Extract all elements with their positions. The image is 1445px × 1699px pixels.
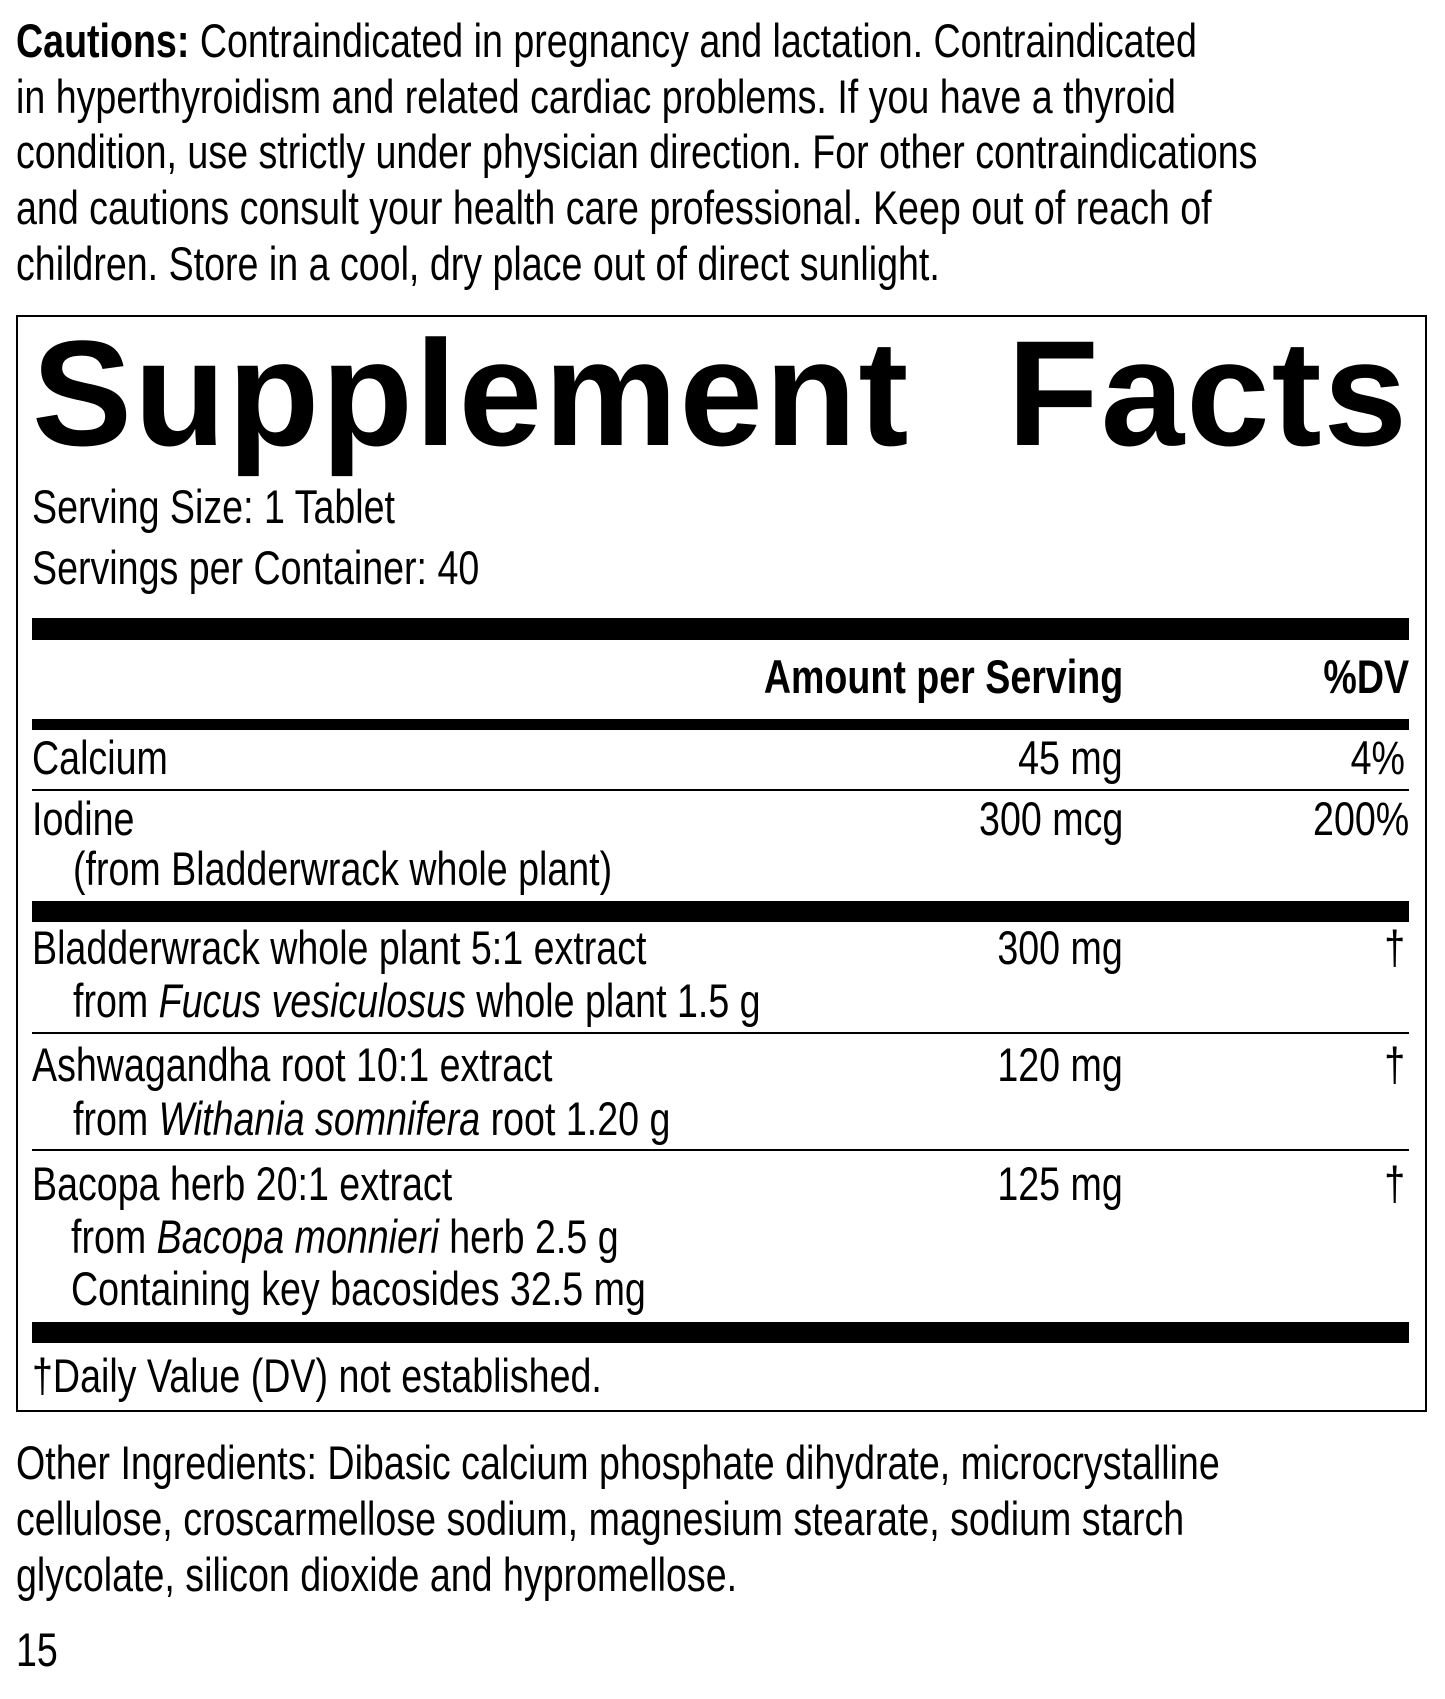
- header-amount: Amount per Serving: [763, 650, 1123, 703]
- nutrient-name: Calcium: [32, 731, 168, 784]
- footnote: †Daily Value (DV) not established.: [32, 1349, 602, 1402]
- ingredient-name: Bladderwrack whole plant 5:1 extract: [32, 921, 647, 974]
- ingredient-source: from Fucus vesiculosus whole plant 1.5 g: [73, 973, 761, 1029]
- latin-name: Withania somnifera: [158, 1092, 481, 1145]
- ingredient-amount: 300 mg: [997, 921, 1123, 974]
- other-ingredients-line: glycolate, silicon dioxide and hypromell…: [16, 1548, 738, 1601]
- nutrient-name: Iodine: [32, 792, 135, 845]
- serving-size: Serving Size: 1 Tablet: [32, 480, 395, 533]
- source-text: herb 2.5 g: [438, 1210, 619, 1263]
- source-text: root 1.20 g: [480, 1092, 671, 1145]
- ingredient-source: from Bacopa monnieri herb 2.5 g: [71, 1209, 619, 1265]
- page-number: 15: [16, 1623, 58, 1676]
- cautions-line: and cautions consult your health care pr…: [16, 181, 1212, 234]
- source-text: from: [73, 1092, 159, 1145]
- ingredient-amount: 120 mg: [997, 1038, 1123, 1091]
- thick-divider: [32, 901, 1409, 922]
- cautions-line: children. Store in a cool, dry place out…: [16, 237, 940, 290]
- thin-divider: [32, 1032, 1409, 1034]
- ingredient-dv: †: [1384, 921, 1405, 974]
- thick-divider: [32, 618, 1409, 640]
- ingredient-constituent: Containing key bacosides 32.5 mg: [71, 1262, 646, 1315]
- ingredient-dv: †: [1384, 1157, 1405, 1210]
- thin-divider: [32, 1149, 1409, 1151]
- cautions-label: Cautions:: [16, 14, 190, 67]
- title-word: Facts: [1007, 309, 1409, 477]
- cautions-line: condition, use strictly under physician …: [16, 125, 1258, 178]
- thin-divider: [32, 789, 1409, 791]
- other-ingredients-line: cellulose, croscarmellose sodium, magnes…: [16, 1492, 1185, 1545]
- ingredient-name: Ashwagandha root 10:1 extract: [32, 1038, 553, 1091]
- supplement-facts-panel: [16, 315, 1427, 1412]
- source-text: from: [71, 1210, 157, 1263]
- nutrient-dv: 200%: [1312, 792, 1409, 845]
- title-word: Supplement: [32, 309, 911, 477]
- latin-name: Bacopa monnieri: [156, 1210, 439, 1263]
- ingredient-source: from Withania somnifera root 1.20 g: [73, 1091, 670, 1147]
- cautions-text: Contraindicated in pregnancy and lactati…: [189, 14, 1197, 67]
- thick-divider: [32, 1322, 1409, 1343]
- medium-divider: [32, 719, 1409, 730]
- nutrient-source: (from Bladderwrack whole plant): [73, 842, 613, 895]
- latin-name: Fucus vesiculosus: [158, 974, 466, 1027]
- nutrient-amount: 300 mcg: [978, 792, 1123, 845]
- cautions-line: Cautions: Contraindicated in pregnancy a…: [16, 13, 1197, 69]
- ingredient-amount: 125 mg: [997, 1157, 1123, 1210]
- facts-title: Supplement Facts: [32, 318, 1409, 468]
- servings-per-container: Servings per Container: 40: [32, 541, 480, 594]
- source-text: from: [73, 974, 159, 1027]
- nutrient-amount: 45 mg: [1018, 731, 1123, 784]
- header-dv: %DV: [1323, 650, 1409, 703]
- nutrient-dv: 4%: [1350, 731, 1405, 784]
- ingredient-dv: †: [1384, 1038, 1405, 1091]
- ingredient-name: Bacopa herb 20:1 extract: [32, 1157, 453, 1210]
- source-text: whole plant 1.5 g: [465, 974, 761, 1027]
- other-ingredients-line: Other Ingredients: Dibasic calcium phosp…: [16, 1436, 1220, 1489]
- cautions-line: in hyperthyroidism and related cardiac p…: [16, 70, 1176, 123]
